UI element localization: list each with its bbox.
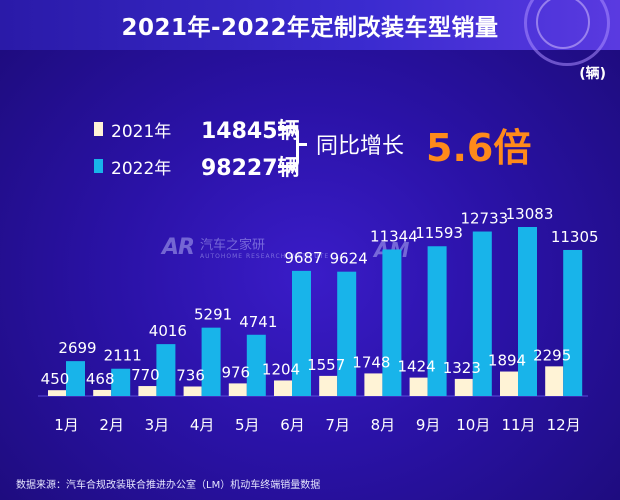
x-tick-12: 12月 — [547, 416, 581, 434]
label-2021-4: 736 — [176, 366, 205, 384]
watermark-autohome: AR 汽车之家研 AUTOHOME RESEARCH INSTITUTE — [162, 234, 330, 261]
label-2021-6: 1204 — [262, 360, 300, 378]
yoy-value: 5.6倍 — [426, 126, 532, 170]
x-tick-1: 1月 — [54, 416, 79, 434]
legend-total-2022: 98227辆 — [201, 156, 300, 181]
legend-year-2021: 2021年 — [111, 121, 172, 142]
label-2021-7: 1557 — [307, 356, 345, 374]
label-2022-4: 5291 — [194, 306, 232, 324]
title-bar: 2021年-2022年定制改装车型销量 — [0, 0, 620, 66]
legend-swatch-2021 — [94, 122, 103, 136]
label-2022-6: 9687 — [284, 249, 322, 267]
label-2022-12: 11305 — [551, 228, 599, 246]
bar-2022-4 — [201, 327, 221, 396]
bar-2022-10 — [472, 231, 492, 396]
label-2022-11: 13083 — [506, 205, 554, 223]
watermark-subtext: AUTOHOME RESEARCH INSTITUTE — [199, 253, 330, 260]
bar-2021-2 — [93, 389, 112, 396]
label-2021-1: 450 — [41, 370, 70, 388]
bar-2021-1 — [48, 390, 66, 396]
decorative-ring — [524, 0, 610, 66]
x-tick-10: 10月 — [456, 416, 490, 434]
bar-2022-5 — [246, 334, 266, 396]
label-2021-5: 976 — [221, 363, 250, 381]
x-tick-2: 2月 — [99, 416, 124, 434]
bar-2022-7 — [337, 271, 357, 396]
yoy-label: 同比增长 — [316, 134, 405, 159]
bar-2022-11 — [518, 227, 537, 396]
label-2022-3: 4016 — [149, 322, 187, 340]
x-tick-11: 11月 — [501, 416, 535, 434]
x-tick-9: 9月 — [416, 416, 441, 434]
bar-2021-4 — [183, 386, 202, 396]
bar-2022-1 — [66, 361, 85, 396]
bar-2021-6 — [274, 380, 292, 396]
watermark-logo: AR — [162, 234, 195, 260]
bar-2022-8 — [382, 249, 402, 396]
bar-2022-2 — [111, 368, 131, 396]
summary-bracket — [278, 126, 299, 168]
bar-2021-8 — [364, 373, 383, 396]
bar-2022-3 — [156, 344, 176, 396]
bar-2021-5 — [228, 383, 247, 396]
legend-row-2021: 2021年 14845辆 — [94, 113, 300, 145]
bar-2022-9 — [427, 246, 447, 396]
label-2021-10: 1323 — [443, 359, 481, 377]
data-source-footnote: 数据来源：汽车合规改装联合推进办公室（LM）机动车终端销量数据 — [16, 480, 321, 491]
label-2022-2: 2111 — [104, 347, 142, 365]
label-2021-3: 770 — [131, 366, 160, 384]
bar-2021-9 — [409, 377, 428, 396]
legend-year-2022: 2022年 — [111, 158, 172, 179]
decorative-ring-inner — [536, 0, 590, 49]
label-2022-8: 11344 — [370, 227, 418, 245]
x-tick-8: 8月 — [371, 416, 396, 434]
label-2021-12: 2295 — [533, 346, 571, 364]
label-2022-5: 4741 — [239, 313, 277, 331]
label-2021-2: 468 — [86, 370, 115, 388]
bar-2021-7 — [319, 375, 338, 396]
bar-2021-10 — [454, 378, 473, 396]
summary-bracket-stem — [297, 143, 307, 146]
page-title: 2021年-2022年定制改装车型销量 — [121, 15, 499, 41]
bar-2022-6 — [292, 270, 311, 396]
label-2022-9: 11593 — [415, 224, 463, 242]
label-2022-1: 2699 — [58, 339, 96, 357]
unit-label: (辆) — [579, 66, 606, 82]
x-tick-4: 4月 — [190, 416, 215, 434]
x-tick-3: 3月 — [145, 416, 170, 434]
label-2021-11: 1894 — [488, 352, 526, 370]
legend-swatch-2022 — [94, 159, 103, 173]
label-2021-8: 1748 — [352, 353, 390, 371]
label-2022-10: 12733 — [460, 210, 508, 228]
x-tick-6: 6月 — [280, 416, 305, 434]
legend-row-2022: 2022年 98227辆 — [94, 150, 300, 182]
x-tick-5: 5月 — [235, 416, 260, 434]
watermark-text: 汽车之家研 — [199, 238, 265, 253]
label-2021-9: 1424 — [398, 358, 436, 376]
bar-2021-3 — [138, 386, 157, 396]
x-tick-7: 7月 — [325, 416, 350, 434]
label-2022-7: 9624 — [330, 250, 368, 268]
bar-2021-12 — [545, 366, 564, 396]
bar-2022-12 — [563, 249, 583, 396]
bar-2021-11 — [500, 371, 518, 396]
